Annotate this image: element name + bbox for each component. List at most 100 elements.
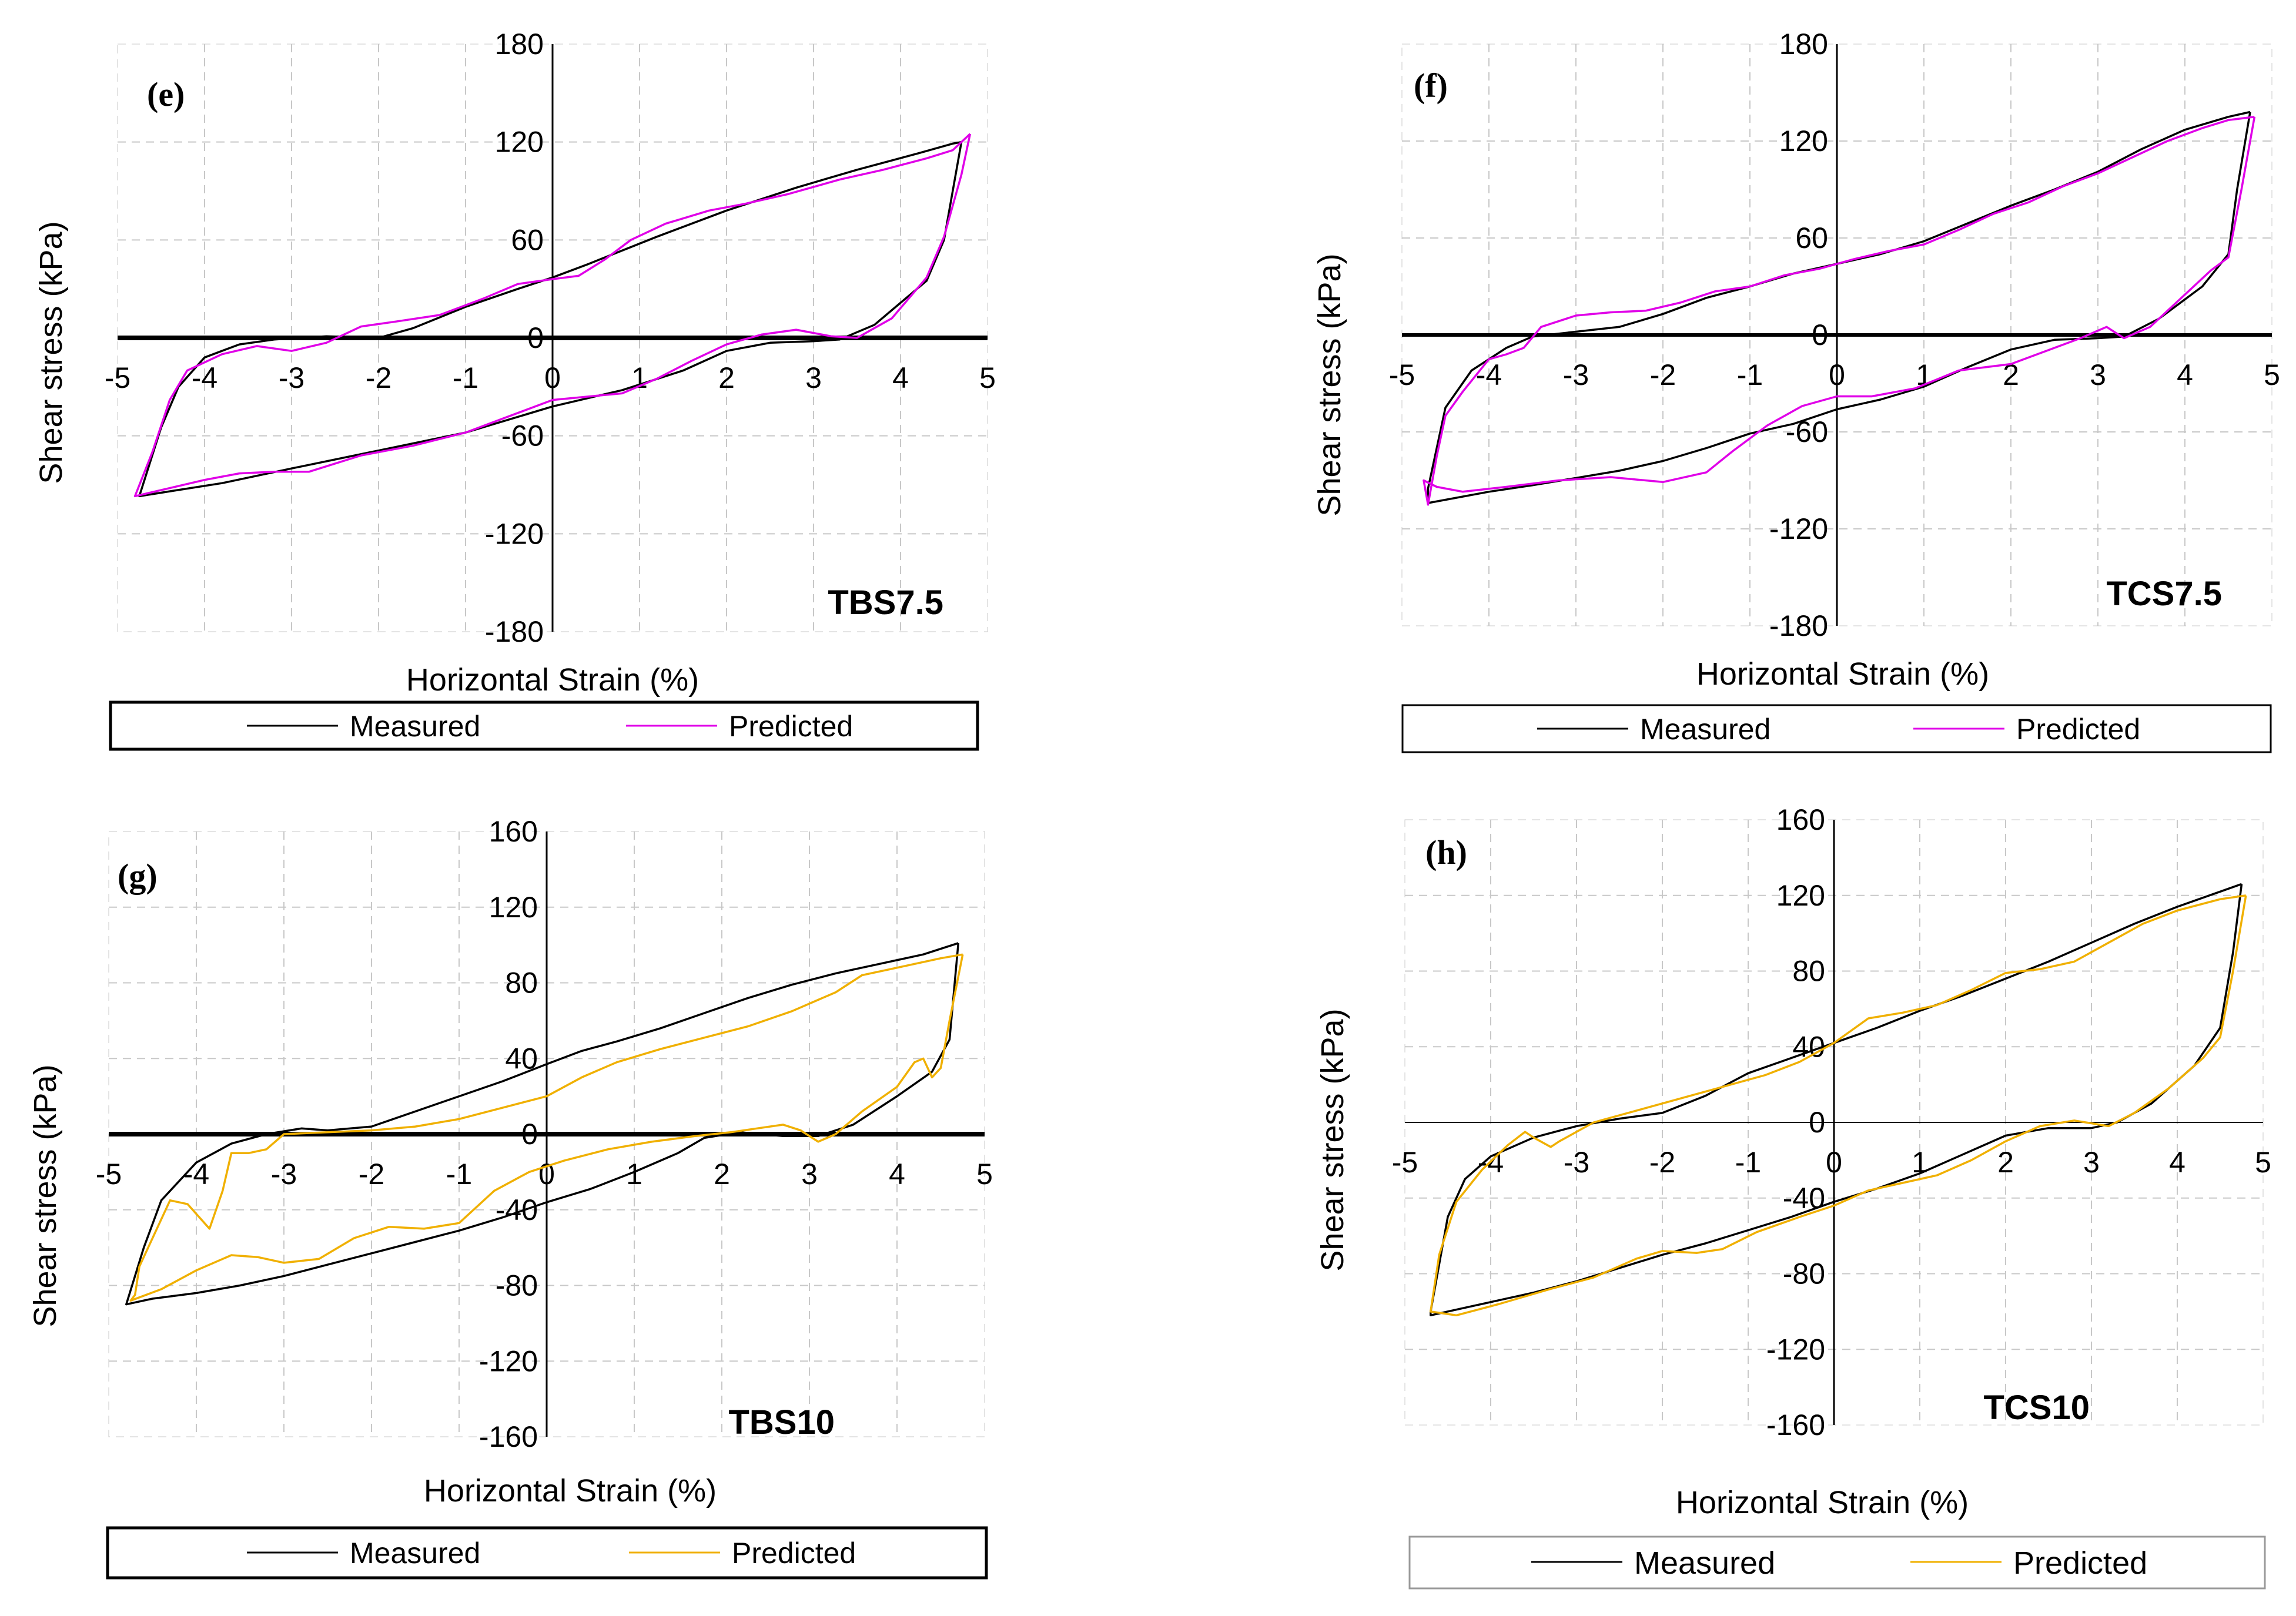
x-tick-label: 5	[2255, 1146, 2271, 1179]
x-tick-label: -4	[1476, 358, 1502, 391]
x-tick-labels: -5 -4 -3 -2 -1 0 1 2 3 4 5	[1389, 358, 2280, 391]
legend: Measured Predicted	[106, 1526, 988, 1580]
y-axis-title: Shear stress (kPa)	[1312, 253, 1347, 516]
x-tick-labels: -5 -4 -3 -2 -1 0 1 2 3 4 5	[1392, 1146, 2271, 1179]
legend-measured-label: Measured	[350, 710, 480, 743]
y-tick-label: 0	[1812, 318, 1828, 351]
x-tick-label: -2	[366, 361, 391, 394]
y-tick-label: 0	[527, 321, 544, 354]
x-tick-label: -3	[1564, 1146, 1589, 1179]
y-tick-label: 60	[1795, 222, 1828, 254]
x-tick-label: 4	[889, 1158, 905, 1191]
x-tick-label: -3	[279, 361, 304, 394]
series-lines	[125, 942, 964, 1306]
axes	[109, 832, 985, 1437]
y-tick-label: -60	[1786, 415, 1828, 448]
x-tick-labels: -5 -4 -3 -2 -1 0 1 2 3 4 5	[105, 361, 996, 394]
y-tick-label: -40	[1783, 1182, 1825, 1215]
x-tick-label: 4	[2169, 1146, 2185, 1179]
x-tick-label: -2	[1650, 358, 1676, 391]
gridlines	[118, 44, 988, 632]
x-axis-title: Horizontal Strain (%)	[424, 1473, 717, 1508]
x-axis-title: Horizontal Strain (%)	[1676, 1485, 1969, 1520]
x-tick-label: -1	[1735, 1146, 1761, 1179]
y-tick-label: 0	[521, 1118, 538, 1151]
y-tick-label: 160	[1776, 803, 1825, 836]
panel-label: (h)	[1425, 833, 1467, 871]
x-tick-label: 5	[979, 361, 996, 394]
y-tick-label: 180	[1779, 28, 1828, 61]
sample-label: TCS7.5	[2106, 575, 2222, 613]
series-lines	[1423, 110, 2256, 506]
y-tick-label: 80	[505, 967, 538, 1000]
y-tick-label: 120	[495, 126, 544, 159]
predicted-series-line	[1423, 116, 2256, 506]
x-tick-label: -1	[1737, 358, 1763, 391]
x-tick-label: -5	[105, 361, 130, 394]
legend-box	[106, 1526, 988, 1580]
x-tick-label: 3	[805, 361, 822, 394]
y-tick-label: 0	[1809, 1106, 1825, 1139]
x-tick-label: -2	[1649, 1146, 1675, 1179]
legend: Measured Predicted	[1401, 704, 2272, 753]
x-tick-label: 2	[714, 1158, 730, 1191]
y-axis-title: Shear stress (kPa)	[28, 1064, 63, 1327]
legend-measured-label: Measured	[1634, 1545, 1775, 1581]
series-lines	[1430, 883, 2247, 1317]
x-tick-label: -1	[453, 361, 478, 394]
legend: Measured Predicted	[1408, 1535, 2266, 1590]
legend-box	[1401, 704, 2272, 753]
x-tick-label: 4	[892, 361, 909, 394]
axes	[1402, 44, 2272, 626]
x-tick-label: -5	[1389, 358, 1415, 391]
y-tick-labels: -180 -120 -60 0 60 120 180	[1769, 28, 1828, 642]
y-axis-title: Shear stress (kPa)	[1315, 1008, 1350, 1271]
sample-label: TBS10	[728, 1403, 835, 1441]
y-tick-label: -180	[1769, 609, 1828, 642]
legend-predicted-label: Predicted	[729, 710, 853, 743]
axes	[1405, 820, 2263, 1425]
predicted-series-line	[129, 953, 964, 1302]
x-tick-label: 5	[976, 1158, 993, 1191]
legend-predicted-label: Predicted	[2013, 1545, 2147, 1581]
x-tick-label: 3	[801, 1158, 818, 1191]
y-tick-label: -180	[485, 615, 544, 648]
legend-box	[1408, 1535, 2266, 1590]
x-tick-labels: -5 -4 -3 -2 -1 0 1 2 3 4 5	[96, 1158, 993, 1191]
legend-measured-label: Measured	[1640, 713, 1770, 746]
x-tick-label: 5	[2264, 358, 2280, 391]
sample-label: TBS7.5	[828, 584, 943, 622]
panel-label: (e)	[147, 75, 185, 113]
y-tick-label: -120	[1769, 512, 1828, 545]
legend-predicted-label: Predicted	[2016, 713, 2140, 746]
x-axis-title: Horizontal Strain (%)	[1696, 656, 1989, 692]
measured-series-line	[1427, 110, 2251, 504]
y-tick-label: -40	[496, 1193, 538, 1226]
x-tick-label: 2	[1997, 1146, 2014, 1179]
predicted-series-line	[1430, 894, 2247, 1317]
y-tick-label: 60	[511, 223, 544, 256]
predicted-series-line	[133, 133, 972, 498]
measured-series-line	[125, 942, 960, 1306]
x-tick-label: 3	[2083, 1146, 2100, 1179]
legend: Measured Predicted	[109, 700, 979, 751]
legend-predicted-label: Predicted	[732, 1537, 856, 1570]
panel-label: (f)	[1414, 66, 1448, 105]
gridlines	[1402, 44, 2272, 626]
y-tick-label: -160	[1766, 1409, 1825, 1441]
x-axis-title: Horizontal Strain (%)	[406, 662, 699, 698]
x-tick-label: 0	[1826, 1146, 1842, 1179]
y-tick-label: -80	[496, 1269, 538, 1302]
x-tick-label: 0	[544, 361, 561, 394]
y-tick-label: -80	[1783, 1258, 1825, 1290]
x-tick-label: -3	[1563, 358, 1589, 391]
y-tick-label: -120	[479, 1345, 538, 1377]
x-tick-label: 0	[538, 1158, 555, 1191]
x-tick-label: 4	[2177, 358, 2193, 391]
